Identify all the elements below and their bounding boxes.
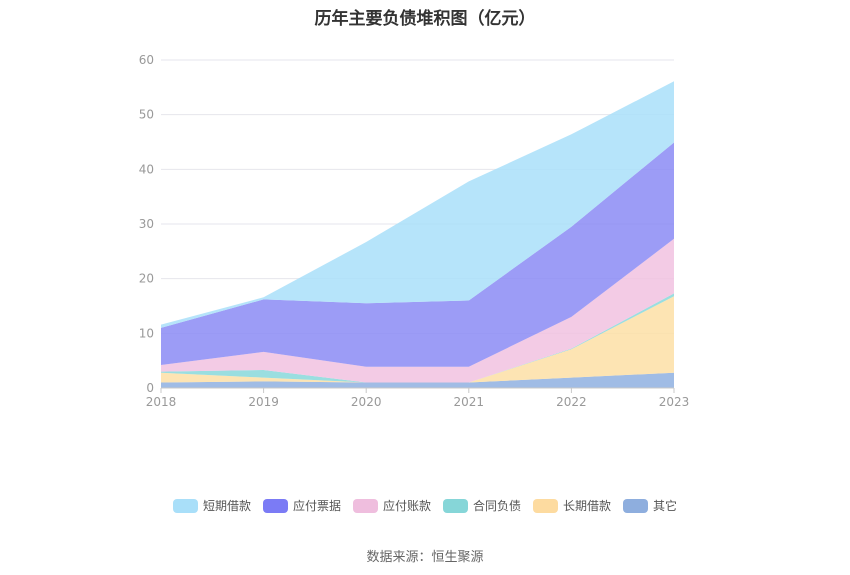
area-series-4[interactable] <box>161 238 674 383</box>
x-tick-label-2022: 2022 <box>556 395 587 409</box>
x-tick-label-2020: 2020 <box>351 395 382 409</box>
legend-swatch <box>262 498 288 513</box>
legend-swatch <box>623 498 649 513</box>
chart-legend: 短期借款 应付票据 应付账款 合同负债 长期借款 其它 <box>0 497 850 514</box>
legend-swatch <box>352 498 378 513</box>
y-tick-label-20: 20 <box>139 272 154 286</box>
legend-label: 其它 <box>653 499 678 513</box>
data-source-note: 数据来源：恒生聚源 <box>366 550 484 565</box>
area-series-5[interactable] <box>161 142 674 367</box>
area-series-6[interactable] <box>161 81 674 328</box>
legend-label: 应付票据 <box>292 499 341 513</box>
legend-label: 短期借款 <box>202 499 251 513</box>
legend-item-2[interactable]: 应付票据 <box>262 497 341 514</box>
y-tick-label-50: 50 <box>139 108 154 122</box>
x-tick-label-2019: 2019 <box>248 395 279 409</box>
y-tick-label-30: 30 <box>139 217 154 231</box>
legend-item-5[interactable]: 长期借款 <box>533 497 611 514</box>
legend-item-3[interactable]: 应付账款 <box>352 497 431 514</box>
legend-item-6[interactable]: 其它 <box>623 497 677 514</box>
legend-label: 应付账款 <box>382 499 431 513</box>
y-tick-label-40: 40 <box>139 162 154 176</box>
area-series-3[interactable] <box>161 293 674 383</box>
legend-swatch <box>533 498 559 513</box>
legend-item-1[interactable]: 短期借款 <box>172 497 251 514</box>
x-tick-label-2021: 2021 <box>454 395 485 409</box>
y-tick-label-10: 10 <box>139 326 154 340</box>
legend-swatch <box>443 498 468 513</box>
area-series-2[interactable] <box>161 296 674 383</box>
chart-title: 历年主要负债堆积图（亿元） <box>314 9 536 29</box>
x-tick-label-2018: 2018 <box>146 395 177 409</box>
area-series-1[interactable] <box>161 372 674 388</box>
axes: 0 10 20 30 40 50 60 2018 2019 2020 2021 2022 2023 <box>139 53 690 409</box>
x-tick-label-2023: 2023 <box>659 395 690 409</box>
y-tick-label-0: 0 <box>146 381 154 395</box>
legend-label: 长期借款 <box>563 499 612 513</box>
y-tick-label-60: 60 <box>139 53 154 67</box>
legend-item-4[interactable]: 合同负债 <box>443 497 521 514</box>
legend-swatch <box>172 498 198 513</box>
area-series <box>161 81 674 388</box>
legend-label: 合同负债 <box>473 499 522 513</box>
